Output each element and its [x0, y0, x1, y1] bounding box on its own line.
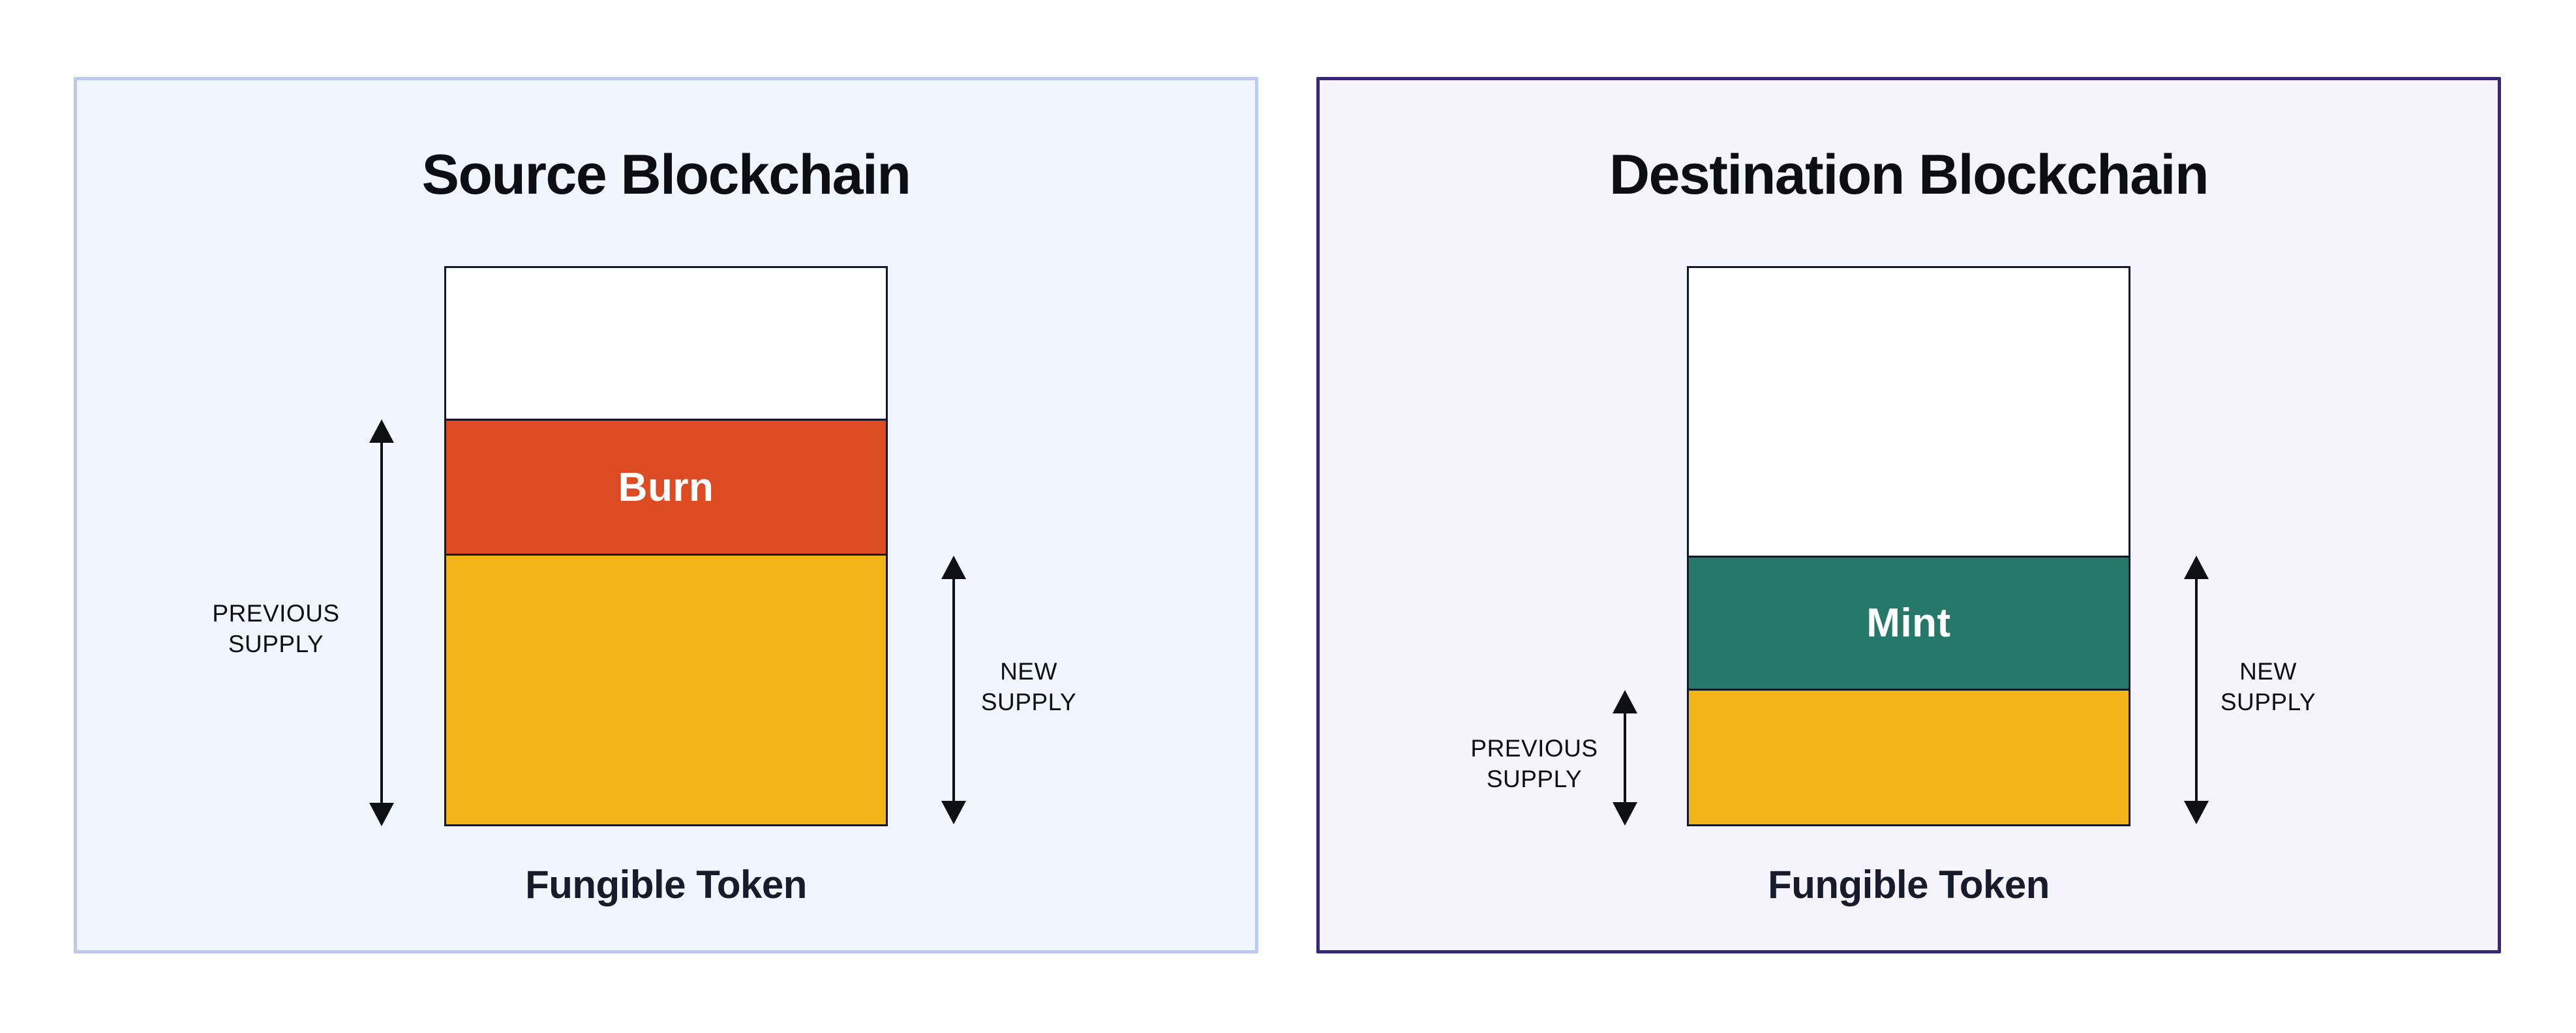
- destination-segment-unallocated: [1689, 268, 2129, 556]
- source-token-supply-bar: Burn: [444, 266, 888, 826]
- source-segment-unallocated: [446, 268, 886, 419]
- destination-new-supply-label: NEW SUPPLY: [2138, 657, 2399, 718]
- burn-label: Burn: [618, 464, 714, 510]
- source-token-type-label: Fungible Token: [525, 863, 807, 906]
- arrow-line: [2195, 574, 2198, 806]
- arrow-line: [952, 574, 955, 806]
- destination-token-type-label: Fungible Token: [1768, 863, 2050, 906]
- destination-token-supply-bar: Mint: [1687, 266, 2130, 826]
- destination-segment-previous-supply: [1689, 689, 2129, 824]
- source-segment-burn: Burn: [446, 419, 886, 554]
- new-supply-label-line1: NEW: [1000, 658, 1057, 685]
- destination-new-supply-arrow: [2183, 556, 2209, 824]
- mint-label: Mint: [1866, 601, 1951, 646]
- previous-supply-label-line2: SUPPLY: [228, 630, 324, 657]
- destination-panel-title: Destination Blockchain: [1609, 143, 2209, 206]
- previous-supply-label-line2: SUPPLY: [1486, 765, 1583, 792]
- destination-previous-supply-label: PREVIOUS SUPPLY: [1404, 734, 1665, 795]
- previous-supply-label-line1: PREVIOUS: [212, 600, 340, 627]
- source-new-supply-label: NEW SUPPLY: [898, 657, 1159, 718]
- destination-blockchain-panel: Destination Blockchain Mint PREVIOUS SUP…: [1316, 77, 2501, 953]
- source-new-supply-arrow: [941, 556, 967, 824]
- arrow-down-icon: [941, 801, 966, 824]
- arrow-line: [1624, 708, 1626, 807]
- arrow-down-icon: [2184, 801, 2209, 824]
- arrow-down-icon: [1613, 802, 1637, 826]
- new-supply-label-line2: SUPPLY: [2220, 688, 2316, 715]
- previous-supply-label-line1: PREVIOUS: [1470, 735, 1598, 762]
- source-previous-supply-label: PREVIOUS SUPPLY: [145, 599, 406, 660]
- source-blockchain-panel: Source Blockchain Burn PREVIOUS SUPPLY N…: [74, 77, 1258, 953]
- new-supply-label-line2: SUPPLY: [980, 688, 1077, 715]
- arrow-down-icon: [369, 803, 394, 826]
- source-previous-supply-arrow: [369, 419, 395, 826]
- source-segment-remaining-supply: [446, 554, 886, 824]
- destination-segment-mint: Mint: [1689, 556, 2129, 689]
- new-supply-label-line1: NEW: [2239, 658, 2297, 685]
- destination-previous-supply-arrow: [1612, 690, 1638, 826]
- source-panel-title: Source Blockchain: [421, 143, 911, 206]
- arrow-line: [380, 438, 383, 808]
